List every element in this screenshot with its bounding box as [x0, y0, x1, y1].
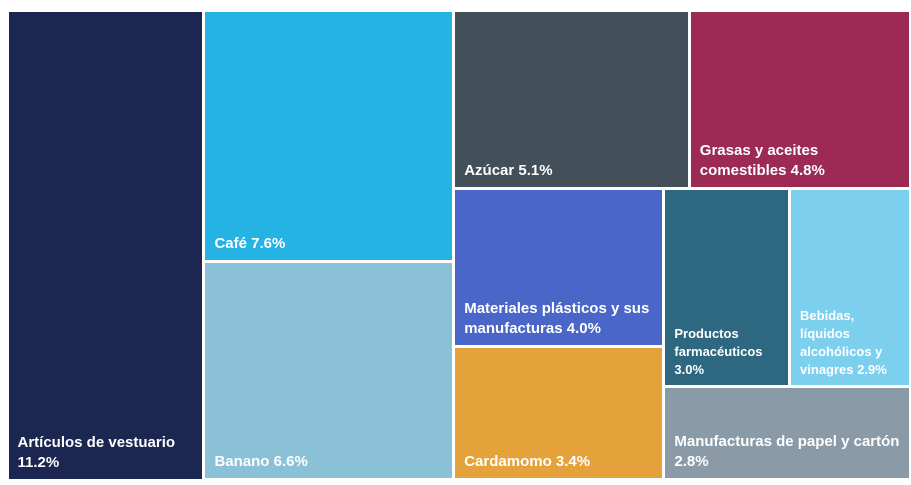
- tile-label: Manufacturas de papel y cartón 2.8%: [674, 432, 901, 472]
- tile: Cardamomo 3.4%: [455, 347, 663, 479]
- tile-label: Artículos de vestuario 11.2%: [18, 433, 195, 473]
- value-label: 2.8%: [674, 453, 709, 471]
- category-label: Manufacturas de papel y cartón: [674, 433, 900, 451]
- value-label: 7.6%: [251, 235, 286, 253]
- tile-label: Materiales plásticos y sus manufacturas …: [464, 299, 654, 339]
- tile: Materiales plásticos y sus manufacturas …: [455, 190, 663, 345]
- tile-label: Cardamomo 3.4%: [464, 452, 654, 472]
- tile: Artículos de vestuario 11.2%: [8, 11, 203, 479]
- category-label: Artículos de vestuario: [17, 433, 176, 451]
- value-label: 3.0%: [674, 361, 705, 377]
- value-label: 4.0%: [566, 319, 601, 337]
- tile: Productos farmacéuticos 3.0%: [665, 190, 789, 385]
- value-label: 3.4%: [555, 453, 591, 471]
- value-label: 2.9%: [857, 361, 887, 377]
- category-label: Banano: [214, 453, 270, 471]
- tile: Café 7.6%: [205, 11, 453, 261]
- tile: Azúcar 5.1%: [455, 11, 688, 188]
- tile-label: Grasas y aceites comestibles 4.8%: [700, 141, 902, 181]
- tile-label: Productos farmacéuticos 3.0%: [674, 325, 780, 379]
- category-label: Azúcar: [464, 162, 515, 180]
- category-label: Cardamomo: [464, 453, 552, 471]
- tile: Grasas y aceites comestibles 4.8%: [690, 11, 910, 188]
- tile-label: Café 7.6%: [214, 234, 444, 254]
- category-label: Café: [214, 235, 247, 253]
- tile: Manufacturas de papel y cartón 2.8%: [665, 387, 910, 479]
- category-label: Grasas y aceites comestibles: [699, 142, 819, 180]
- tile: Bebidas, líquidos alcohólicos y vinagres…: [791, 190, 910, 385]
- tile-label: Banano 6.6%: [214, 452, 444, 472]
- tile-label: Azúcar 5.1%: [464, 161, 680, 181]
- value-label: 4.8%: [790, 162, 825, 180]
- tile-label: Bebidas, líquidos alcohólicos y vinagres…: [800, 307, 901, 379]
- value-label: 6.6%: [273, 453, 308, 471]
- category-label: Productos farmacéuticos: [674, 325, 763, 359]
- value-label: 11.2%: [17, 453, 60, 471]
- category-label: Bebidas, líquidos alcohólicos y vinagres: [800, 307, 883, 377]
- value-label: 5.1%: [518, 162, 553, 180]
- tile: Banano 6.6%: [205, 263, 453, 479]
- category-label: Materiales plásticos y sus manufacturas: [464, 299, 650, 337]
